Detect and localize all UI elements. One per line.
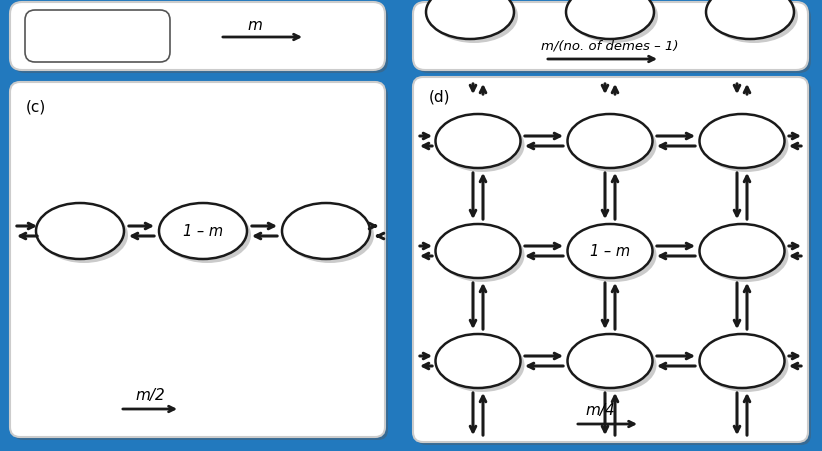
Ellipse shape	[566, 0, 654, 40]
Ellipse shape	[440, 229, 524, 282]
FancyBboxPatch shape	[25, 11, 170, 63]
Ellipse shape	[706, 0, 794, 40]
Ellipse shape	[567, 115, 653, 169]
Ellipse shape	[704, 338, 788, 392]
Ellipse shape	[436, 115, 520, 169]
Text: m/(no. of demes – 1): m/(no. of demes – 1)	[541, 39, 679, 52]
Ellipse shape	[567, 334, 653, 388]
Ellipse shape	[700, 334, 784, 388]
Text: 1 – m: 1 – m	[183, 224, 223, 239]
FancyBboxPatch shape	[10, 3, 385, 71]
FancyBboxPatch shape	[10, 83, 385, 437]
FancyBboxPatch shape	[13, 86, 388, 440]
Ellipse shape	[159, 203, 247, 259]
Ellipse shape	[436, 225, 520, 278]
Ellipse shape	[286, 207, 374, 263]
Ellipse shape	[440, 338, 524, 392]
FancyBboxPatch shape	[13, 6, 388, 74]
FancyBboxPatch shape	[416, 6, 811, 74]
Ellipse shape	[710, 0, 798, 44]
Ellipse shape	[430, 0, 518, 44]
Ellipse shape	[700, 225, 784, 278]
Text: m: m	[247, 18, 262, 33]
Text: (c): (c)	[26, 99, 46, 114]
Text: m/4: m/4	[585, 403, 615, 418]
Ellipse shape	[36, 203, 124, 259]
Ellipse shape	[570, 0, 658, 44]
Text: (d): (d)	[429, 90, 450, 105]
Ellipse shape	[40, 207, 128, 263]
Ellipse shape	[571, 338, 657, 392]
Ellipse shape	[567, 225, 653, 278]
FancyBboxPatch shape	[413, 78, 808, 442]
Text: m/2: m/2	[135, 388, 165, 403]
Ellipse shape	[436, 334, 520, 388]
Ellipse shape	[282, 203, 370, 259]
Ellipse shape	[440, 119, 524, 173]
FancyBboxPatch shape	[413, 3, 808, 71]
Ellipse shape	[571, 119, 657, 173]
Text: 1 – m: 1 – m	[590, 244, 630, 259]
Ellipse shape	[704, 229, 788, 282]
Ellipse shape	[571, 229, 657, 282]
Ellipse shape	[700, 115, 784, 169]
Ellipse shape	[704, 119, 788, 173]
Ellipse shape	[163, 207, 251, 263]
Ellipse shape	[426, 0, 514, 40]
FancyBboxPatch shape	[416, 81, 811, 445]
